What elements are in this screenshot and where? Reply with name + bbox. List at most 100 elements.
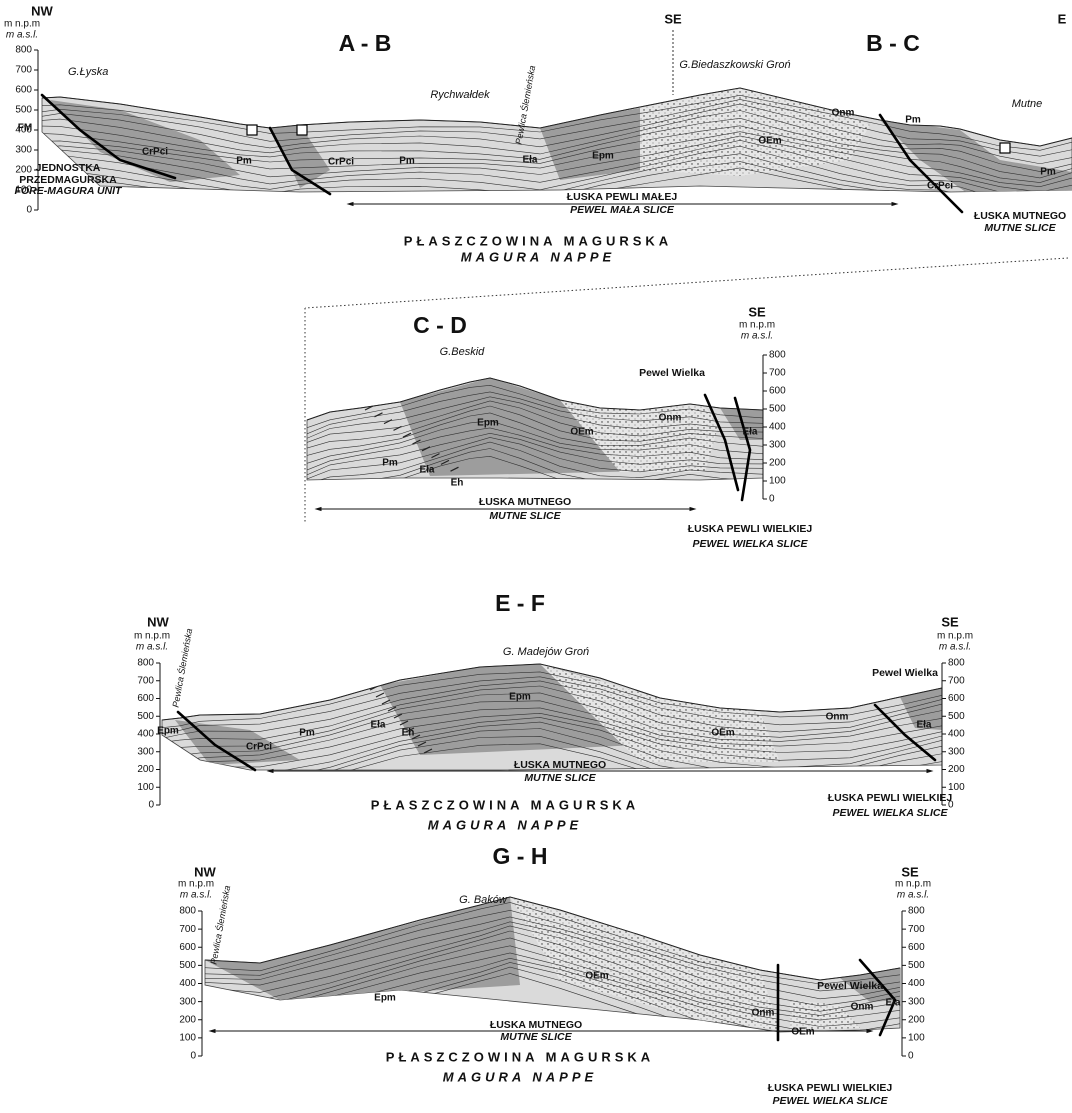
unit-symbol: Pm [1040,167,1056,178]
separator-lines [304,30,1069,522]
tick-label: 0 [908,1051,914,1062]
tectonic-label: ŁUSKA MUTNEGO [974,210,1066,222]
strata-line [205,910,900,992]
tectonic-label: JEDNOSTKA [36,162,101,174]
fill-layers [162,664,942,770]
section-title: A - B [339,30,392,56]
tectonic-label-en: PEWEL WIELKA SLICE [773,1095,889,1107]
tectonic-label: ŁUSKA PEWLI MAŁEJ [567,191,678,203]
tick-label: 600 [179,942,196,953]
sandstone-unit [540,664,780,762]
tick-label: 700 [15,65,32,76]
tick-label: 600 [769,386,786,397]
tick-label: 200 [908,1014,925,1025]
tectonic-label-en: PEWEL WIELKA SLICE [833,807,949,819]
strata-line [205,945,900,1027]
unit-label: m n.p.m [937,631,973,642]
tectonic-label: PRZEDMAGURSKA [19,174,117,186]
section-title: C - D [413,312,467,338]
tick-label: 200 [179,1014,196,1025]
tick-label: 800 [908,906,925,917]
strata-line [307,437,763,480]
fault [873,703,937,762]
strata-line [42,131,1072,187]
hatch [399,720,409,726]
tick-label: 300 [769,440,786,451]
dark-unit [270,125,330,188]
unit-symbol: OEm [711,728,734,739]
nappe-label: PŁASZCZOWINA MAGURSKA [386,1049,654,1064]
unit-symbol: Epm [477,418,499,429]
tick-label: 300 [15,145,32,156]
strata-line [162,712,942,770]
tick-label: 700 [948,675,965,686]
strata-line [205,921,900,1007]
tectonic-label-en: MUTNE SLICE [524,772,596,784]
tick-label: 600 [908,942,925,953]
tick-label: 200 [948,764,965,775]
strata-line [307,412,763,456]
strata-line [42,94,1072,151]
unit-label: m n.p.m [134,631,170,642]
tick-label: 500 [137,711,154,722]
fill-layers [205,897,900,1032]
unit-symbol: Eła [370,720,385,731]
tick-label: 800 [15,45,32,56]
unit-label: m a.s.l. [939,642,971,653]
unit-symbol: Eła [885,998,900,1009]
unit-symbol: Epm [157,726,179,737]
unit-label: m a.s.l. [897,890,929,901]
tick-label: 500 [948,711,965,722]
tick-label: 0 [769,494,775,505]
strata-line [205,925,900,1012]
tectonic-label: ŁUSKA PEWLI WIELKIEJ [768,1082,893,1094]
fault [733,396,752,502]
place-name: Rychwałdek [430,89,490,101]
tick-label: 500 [769,404,786,415]
tick-label: 500 [15,105,32,116]
tick-label: 100 [137,782,154,793]
unit-label: m n.p.m [739,320,775,331]
unit-label: m a.s.l. [6,30,38,41]
symbol [246,124,258,136]
direction: NW [147,614,169,629]
tick-label: 100 [15,185,32,196]
strata-line [205,916,900,1000]
tick-label: 800 [769,350,786,361]
strata-line [307,400,763,443]
unit-symbol: Pm [236,156,252,167]
nappe-label-en: MAGURA NAPPE [461,249,615,264]
tick-label: 700 [908,924,925,935]
strata-line [162,728,942,770]
unit-symbol: CrPci [246,742,272,753]
strata-line [307,455,763,480]
hatch [402,432,412,438]
unit-symbol: Onm [826,712,849,723]
unit-symbol: Onm [851,1002,874,1013]
strata-line [162,685,942,743]
tick-label: 100 [179,1033,196,1044]
direction: E [1058,11,1067,26]
tick-label: 600 [15,85,32,96]
unit-symbol: OEm [570,427,593,438]
tick-label: 700 [179,924,196,935]
nappe-label-en: MAGURA NAPPE [428,817,582,832]
strata-line [42,103,1072,165]
strata-line [307,420,763,464]
fault [858,958,897,1037]
unit-symbol: Onm [659,413,682,424]
unit-symbol: Pm [399,156,415,167]
unit-symbol: Epm [374,993,396,1004]
hatch [381,699,391,705]
strata-line [205,902,900,985]
unit-symbol: FM [18,123,32,134]
tick-label: 100 [908,1033,925,1044]
strata-line [307,448,763,480]
tectonic-label-en: MUTNE SLICE [984,222,1056,234]
unit-symbol: Eła [742,427,757,438]
unit-symbol: Pm [299,728,315,739]
strata-line [162,671,942,728]
tick-label: 0 [948,800,954,811]
